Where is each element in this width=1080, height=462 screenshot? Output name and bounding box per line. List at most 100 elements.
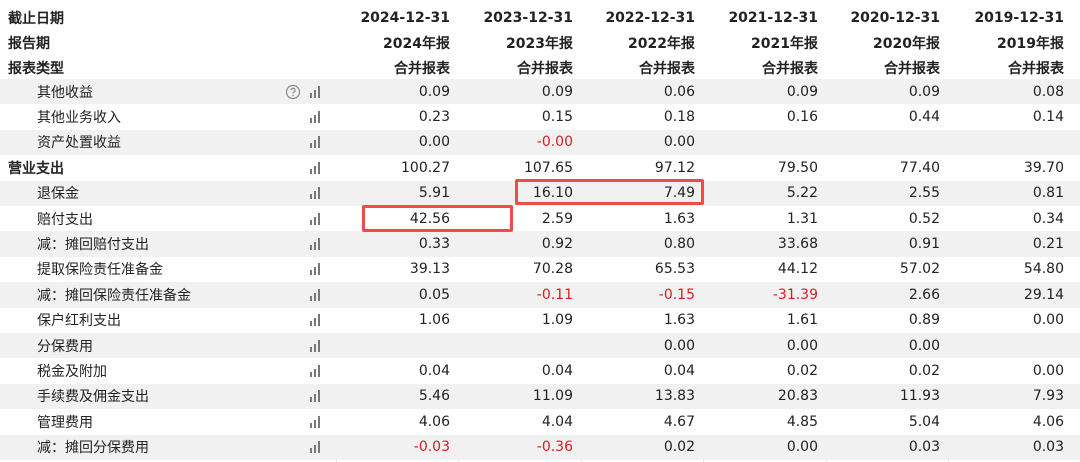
value-cell: -0.11: [536, 286, 573, 303]
header-cell: 合并报表: [394, 60, 450, 77]
header-cell: 2022年报: [628, 35, 695, 52]
chart-icon-svg: [310, 441, 320, 454]
chart-icon[interactable]: [308, 155, 322, 180]
value-cell: 0.18: [663, 109, 695, 126]
help-icon[interactable]: [285, 79, 301, 104]
header-cell: 2022-12-31: [605, 9, 695, 26]
header-cell: 2020-12-31: [850, 9, 940, 26]
chart-icon[interactable]: [308, 231, 322, 256]
value-cell: 11.93: [899, 388, 940, 405]
chart-icon-svg: [310, 390, 320, 403]
header-row: 报告期 2024年报 2023年报 2022年报 2021年报 2020年报 2019年报: [0, 30, 1080, 55]
value-cell: 0.80: [663, 236, 695, 253]
value-cell: 7.49: [663, 185, 695, 202]
header-label: 报表类型: [8, 60, 64, 77]
chart-icon[interactable]: [308, 79, 322, 104]
value-cell: 2.66: [908, 286, 940, 303]
value-cell: 20.83: [777, 388, 818, 405]
row-label: 赔付支出: [37, 211, 93, 228]
chart-icon[interactable]: [308, 130, 322, 155]
value-cell: 0.91: [908, 236, 940, 253]
value-cell: 7.93: [1032, 388, 1064, 405]
data-row: 管理费用 4.06 4.04 4.67 4.85 5.04 4.06: [0, 409, 1080, 435]
chart-icon-svg: [310, 415, 320, 428]
chart-icon-svg: [310, 161, 320, 174]
data-row: 减：摊回分保费用 -0.03 -0.36 0.02 0.00 0.03 0.03: [0, 434, 1080, 460]
row-label: 管理费用: [37, 414, 93, 431]
value-cell: 65.53: [654, 261, 695, 278]
data-row: 分保费用 0.00 0.00 0.00: [0, 333, 1080, 359]
value-cell: 4.06: [418, 413, 450, 430]
header-cell: 合并报表: [1008, 60, 1064, 77]
row-label: 分保费用: [37, 338, 93, 355]
value-cell: 13.83: [654, 388, 695, 405]
header-row: 报表类型 合并报表 合并报表 合并报表 合并报表 合并报表 合并报表: [0, 55, 1080, 80]
value-cell: 0.09: [418, 83, 450, 100]
chart-icon[interactable]: [308, 104, 322, 129]
data-row: 减：摊回赔付支出 0.33 0.92 0.80 33.68 0.91 0.21: [0, 231, 1080, 257]
value-cell: 0.02: [908, 363, 940, 380]
value-cell: 0.03: [908, 439, 940, 456]
value-cell: 44.12: [777, 261, 818, 278]
value-cell: 0.03: [1032, 439, 1064, 456]
value-cell: 0.00: [663, 337, 695, 354]
value-cell: 57.02: [899, 261, 940, 278]
value-cell: 0.04: [663, 363, 695, 380]
value-cell: 2.55: [908, 185, 940, 202]
chart-icon[interactable]: [308, 308, 322, 333]
chart-icon[interactable]: [308, 435, 322, 460]
value-cell: 4.06: [1032, 413, 1064, 430]
value-cell: 70.28: [532, 261, 573, 278]
chart-icon[interactable]: [308, 257, 322, 282]
row-label: 其他业务收入: [37, 110, 121, 127]
value-cell: 0.09: [786, 83, 818, 100]
header-cell: 2023-12-31: [483, 9, 573, 26]
chart-icon[interactable]: [308, 181, 322, 206]
chart-icon[interactable]: [308, 384, 322, 409]
chart-icon-svg: [310, 85, 320, 98]
data-row: 税金及附加 0.04 0.04 0.04 0.02 0.02 0.00: [0, 358, 1080, 384]
chart-icon[interactable]: [308, 358, 322, 383]
value-cell: 79.50: [777, 159, 818, 176]
chart-icon[interactable]: [308, 409, 322, 434]
value-cell: 0.04: [418, 363, 450, 380]
chart-icon[interactable]: [308, 333, 322, 358]
chart-icon[interactable]: [308, 282, 322, 307]
value-cell: 39.70: [1023, 159, 1064, 176]
chart-icon-svg: [310, 288, 320, 301]
value-cell: 0.23: [418, 109, 450, 126]
header-cell: 2024-12-31: [360, 9, 450, 26]
value-cell: 0.09: [908, 83, 940, 100]
value-cell: 1.63: [663, 210, 695, 227]
highlight-box: [515, 179, 704, 205]
value-cell: 16.10: [532, 185, 573, 202]
chart-icon-svg: [310, 238, 320, 251]
highlight-box: [362, 205, 513, 232]
value-cell: 97.12: [654, 159, 695, 176]
row-label: 税金及附加: [37, 364, 107, 381]
row-label: 资产处置收益: [37, 135, 121, 152]
chart-icon[interactable]: [308, 206, 322, 231]
header-cell: 合并报表: [517, 60, 573, 77]
value-cell: 0.00: [786, 439, 818, 456]
value-cell: 0.02: [786, 363, 818, 380]
chart-icon-svg: [310, 212, 320, 225]
value-cell: 54.80: [1023, 261, 1064, 278]
data-row: 提取保险责任准备金 39.13 70.28 65.53 44.12 57.02 54.80: [0, 256, 1080, 283]
value-cell: 0.89: [908, 312, 940, 329]
value-cell: 0.00: [1032, 363, 1064, 380]
header-cell: 2019-12-31: [974, 9, 1064, 26]
value-cell: 0.21: [1032, 236, 1064, 253]
header-cell: 2019年报: [997, 35, 1064, 52]
value-cell: 1.61: [786, 312, 818, 329]
row-label: 保户红利支出: [37, 313, 121, 330]
data-row: 保户红利支出 1.06 1.09 1.63 1.61 0.89 0.00: [0, 307, 1080, 333]
data-row: 其他收益 0.09 0.09 0.06 0.09 0.09 0.08: [0, 79, 1080, 105]
value-cell: 0.34: [1032, 210, 1064, 227]
value-cell: -0.15: [658, 286, 695, 303]
value-cell: 0.05: [418, 286, 450, 303]
value-cell: 39.13: [409, 261, 450, 278]
value-cell: 42.56: [409, 210, 450, 227]
header-cell: 2023年报: [506, 35, 573, 52]
